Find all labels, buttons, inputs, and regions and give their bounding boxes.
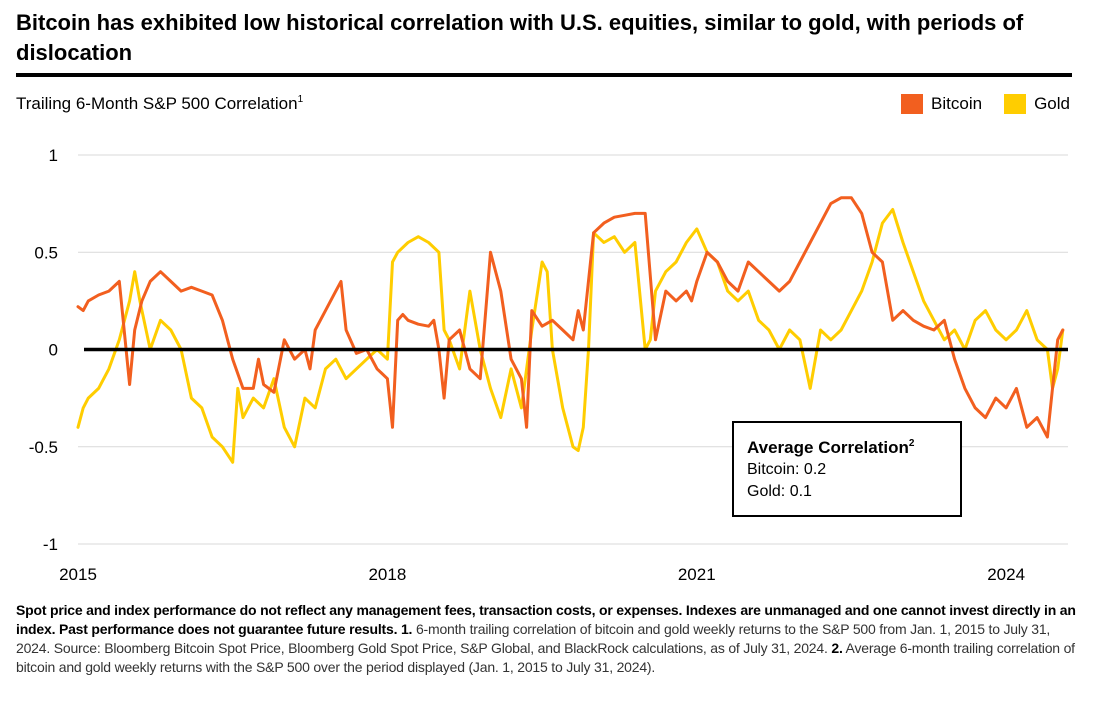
- footnote-note-2: Average 6-month trailing correlation of …: [16, 640, 1075, 675]
- y-tick-label: -1: [43, 535, 58, 554]
- legend-item-bitcoin: Bitcoin: [901, 94, 982, 114]
- bitcoin-line: [76, 196, 1065, 439]
- footnote: Spot price and index performance do not …: [16, 601, 1084, 677]
- footnote-number-2: 2.: [827, 640, 843, 656]
- x-tick-label: 2021: [678, 565, 716, 584]
- y-axis-title-text: Trailing 6-Month S&P 500 Correlation: [16, 94, 298, 113]
- legend-item-gold: Gold: [1004, 94, 1070, 114]
- x-tick-label: 2018: [368, 565, 406, 584]
- legend-label-bitcoin: Bitcoin: [931, 94, 983, 113]
- legend-label-gold: Gold: [1034, 94, 1070, 113]
- average-correlation-title-text: Average Correlation: [747, 438, 909, 457]
- chart-title: Bitcoin has exhibited low historical cor…: [16, 10, 1024, 65]
- y-tick-label: 0: [49, 341, 58, 360]
- average-correlation-title: Average Correlation2: [747, 437, 947, 459]
- x-tick-label: 2024: [987, 565, 1025, 584]
- footnote-disclaimer: Spot price and index performance do not …: [16, 602, 1076, 637]
- x-tick-label: 2015: [59, 565, 97, 584]
- average-correlation-bitcoin: Bitcoin: 0.2: [747, 461, 827, 478]
- y-tick-label: 0.5: [34, 243, 58, 262]
- legend-swatch-gold: [1004, 94, 1027, 114]
- average-correlation-box: Average Correlation2 Bitcoin: 0.2 Gold: …: [732, 421, 962, 517]
- footnote-marker-1: 1: [297, 94, 304, 105]
- average-correlation-gold: Gold: 0.1: [747, 483, 812, 500]
- gold-line: [76, 208, 1065, 464]
- legend-swatch-bitcoin: [901, 94, 924, 114]
- footnote-note-1: 6-month trailing correlation of bitcoin …: [16, 621, 1051, 656]
- footnote-marker-2: 2: [908, 438, 915, 449]
- y-tick-label: -0.5: [29, 438, 58, 457]
- y-tick-label: 1: [49, 146, 58, 165]
- title-rule: [16, 73, 1072, 77]
- legend: Bitcoin Gold: [879, 94, 1070, 114]
- y-axis-title: Trailing 6-Month S&P 500 Correlation1: [16, 94, 303, 114]
